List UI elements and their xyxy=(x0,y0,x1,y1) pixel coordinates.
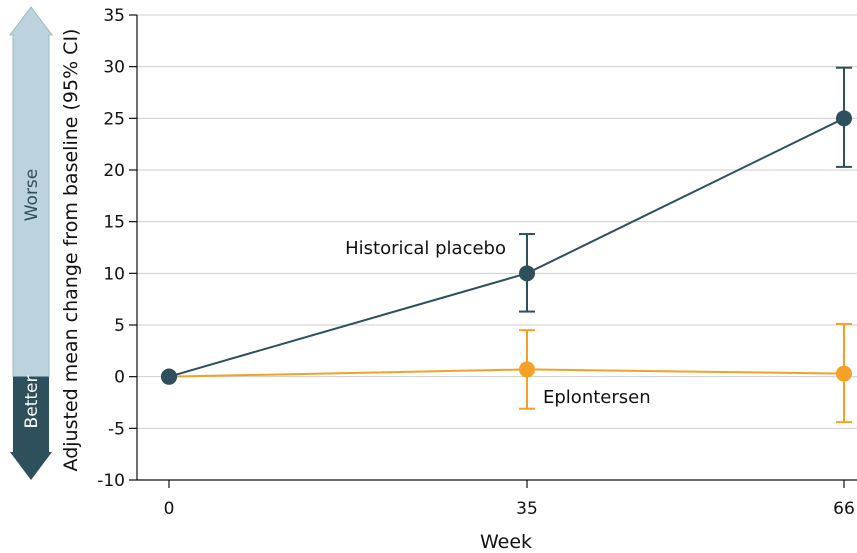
y-tick-label: 15 xyxy=(103,213,125,233)
gridlines xyxy=(137,14,857,481)
y-tick-label: 25 xyxy=(103,109,125,129)
y-tick-label: 30 xyxy=(103,58,125,78)
data-point xyxy=(836,365,852,382)
better-label: Better xyxy=(22,376,42,429)
series-eplontersen: Eplontersen xyxy=(161,322,852,424)
x-axis-ticks: 0 35 66 xyxy=(164,480,855,519)
series-historical-placebo: Historical placebo xyxy=(161,66,852,385)
y-tick-label: 0 xyxy=(114,368,125,388)
series-line xyxy=(168,117,845,378)
y-tick-label: -10 xyxy=(97,471,125,491)
x-tick-label: 0 xyxy=(164,499,175,519)
series-layer: Eplontersen Historical placebo xyxy=(161,66,852,424)
better-arrow-down xyxy=(10,376,52,480)
data-point xyxy=(836,110,852,127)
y-tick-label: 10 xyxy=(103,264,125,284)
data-point xyxy=(519,361,535,378)
data-point xyxy=(161,368,177,385)
series-line xyxy=(168,368,845,378)
x-axis-title: Week xyxy=(480,531,532,553)
series-label: Historical placebo xyxy=(345,238,506,259)
y-tick-label: 35 xyxy=(103,6,125,26)
x-tick-label: 35 xyxy=(516,499,538,519)
worse-label: Worse xyxy=(22,169,42,222)
data-point xyxy=(519,265,535,282)
y-axis-title: Adjusted mean change from baseline (95% … xyxy=(60,29,82,472)
y-tick-label: 5 xyxy=(114,316,125,336)
x-tick-label: 66 xyxy=(833,499,855,519)
series-label: Eplontersen xyxy=(543,387,651,408)
y-tick-label: -5 xyxy=(108,419,125,439)
direction-arrow: Worse Better xyxy=(9,6,53,480)
y-tick-label: 20 xyxy=(103,161,125,181)
y-axis-ticks: 35 30 25 20 15 10 5 0 -5 -10 xyxy=(97,6,137,491)
